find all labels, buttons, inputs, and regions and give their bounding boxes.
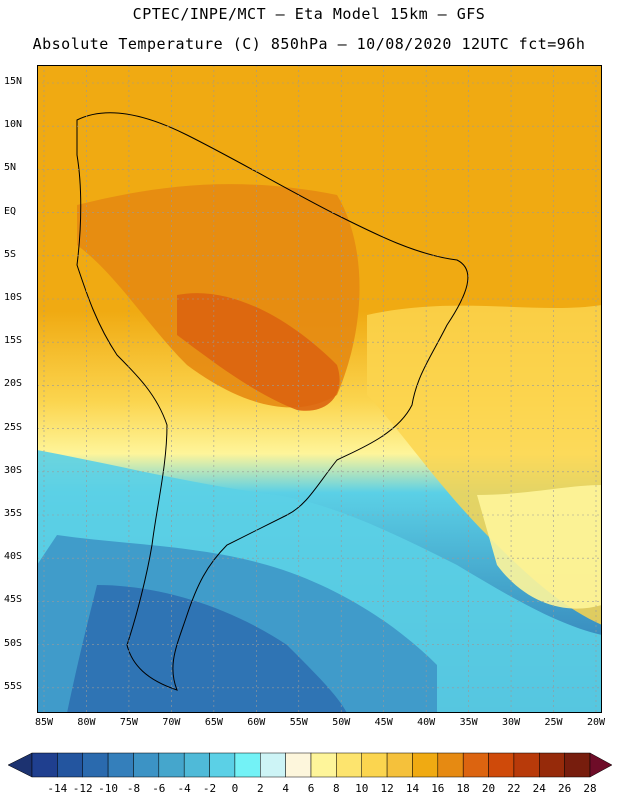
colorbar-tick-label: 2 (256, 782, 264, 795)
colorbar-tick-label: 22 (507, 782, 521, 795)
colorbar-segment (386, 752, 413, 778)
latitude-label: 40S (4, 551, 23, 563)
temperature-map (37, 65, 602, 713)
latitude-label: 10N (4, 119, 23, 131)
colorbar-tick-label: -10 (98, 782, 119, 795)
longitude-label: 55W (289, 717, 308, 728)
longitude-label: 35W (459, 717, 478, 728)
colorbar-tick-label: 18 (456, 782, 470, 795)
colorbar-segment (57, 752, 83, 778)
colorbar-tick-label: 10 (355, 782, 369, 795)
colorbar-segment (361, 752, 388, 778)
longitude-label: 80W (77, 717, 96, 728)
latitude-label: 25S (4, 421, 23, 433)
latitude-label: 55S (4, 680, 23, 692)
longitude-label: 65W (204, 717, 223, 728)
colorbar-segment (336, 752, 362, 778)
longitude-label: 25W (544, 717, 563, 728)
latitude-label: 5S (4, 248, 17, 260)
longitude-label: 30W (502, 717, 521, 728)
map-title-line1: CPTEC/INPE/MCT – Eta Model 15km – GFS (132, 5, 486, 23)
graticule (37, 65, 602, 713)
colorbar-segment (513, 752, 540, 778)
colorbar-tick-label: 4 (282, 782, 289, 795)
colorbar-tick-label: -8 (126, 782, 141, 795)
colorbar-tick-label: -6 (152, 782, 166, 795)
latitude-label: 5N (4, 162, 17, 174)
latitude-label: EQ (4, 205, 17, 217)
colorbar-tick-label: 26 (558, 782, 572, 795)
colorbar-segment (107, 752, 134, 778)
colorbar-segment (158, 752, 185, 778)
colorbar (7, 752, 613, 778)
colorbar-segment (209, 752, 236, 778)
south-america-coastline (76, 112, 469, 691)
colorbar-tick-label: -12 (72, 782, 93, 795)
latitude-label: 20S (4, 378, 23, 390)
latitude-label: 15N (4, 76, 23, 87)
longitude-label: 70W (162, 717, 181, 728)
latitude-label: 50S (4, 637, 23, 649)
cold-region-minus10c (67, 585, 347, 713)
colorbar-segment (564, 752, 591, 778)
colorbar-segment (462, 752, 489, 778)
latitude-label: 10S (4, 292, 23, 303)
colorbar-segment (234, 752, 261, 778)
longitude-label: 20W (586, 717, 606, 728)
colorbar-segment (310, 752, 337, 778)
colorbar-tick-label: 0 (231, 782, 239, 795)
colorbar-tick-label: -14 (47, 782, 68, 795)
colorbar-segment (82, 752, 109, 778)
latitude-label: 35S (4, 508, 23, 519)
map-title-line2: Absolute Temperature (C) 850hPa – 10/08/… (32, 35, 586, 53)
colorbar-segment (412, 752, 439, 778)
colorbar-tick-label: 28 (583, 782, 597, 795)
longitude-label: 40W (417, 717, 436, 728)
latitude-label: 45S (4, 594, 23, 606)
colorbar-tick-label: 12 (380, 782, 394, 795)
colorbar-segment (488, 752, 515, 778)
colorbar-tick-label: 20 (481, 782, 496, 795)
colorbar-segment (31, 752, 58, 778)
colorbar-tick-label: 16 (431, 782, 445, 795)
colorbar-low-arrow (7, 752, 33, 778)
colorbar-tick-label: 6 (307, 782, 315, 795)
colorbar-segment (133, 752, 160, 778)
colorbar-segment (260, 752, 286, 778)
longitude-label: 50W (332, 717, 351, 728)
colorbar-segment (539, 752, 565, 778)
colorbar-tick-label: -2 (202, 782, 217, 795)
colorbar-tick-label: 14 (405, 782, 420, 795)
longitude-label: 75W (119, 717, 138, 728)
latitude-label: 30S (4, 464, 23, 476)
longitude-label: 60W (247, 717, 266, 728)
colorbar-segment (285, 752, 312, 778)
longitude-label: 45W (374, 717, 393, 728)
colorbar-high-arrow (589, 752, 613, 778)
latitude-label: 15S (4, 335, 23, 347)
ocean-10c-region (477, 485, 602, 609)
colorbar-tick-label: -4 (177, 782, 191, 795)
colorbar-segment (183, 752, 210, 778)
colorbar-segment (437, 752, 464, 778)
colorbar-tick-label: 24 (532, 782, 546, 795)
longitude-label: 85W (34, 717, 54, 728)
colorbar-tick-label: 8 (333, 782, 340, 795)
